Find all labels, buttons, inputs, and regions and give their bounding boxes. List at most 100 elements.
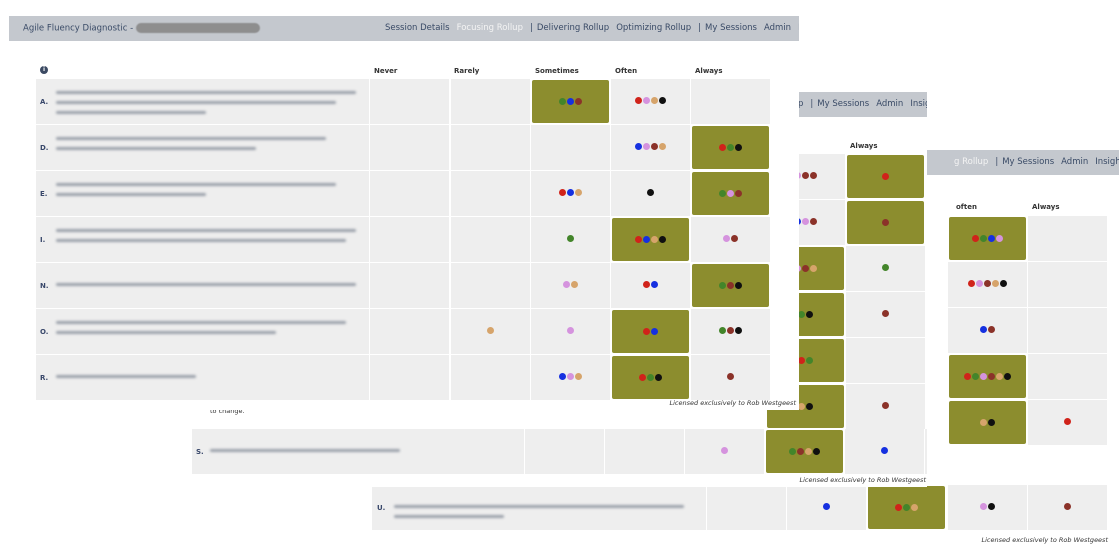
response-dot-brown — [882, 219, 889, 226]
response-dot-pink — [996, 235, 1003, 242]
response-dot-red — [972, 235, 979, 242]
response-dots — [532, 98, 609, 107]
response-dots — [691, 327, 770, 336]
response-dot-black — [988, 503, 995, 510]
nav-admin[interactable]: Admin — [763, 23, 792, 33]
response-dot-pink — [721, 447, 728, 454]
response-cell — [370, 217, 449, 262]
table-row: O. — [9, 309, 799, 355]
response-dot-pink — [727, 190, 734, 197]
response-cell — [451, 125, 530, 170]
question-cell: N. — [36, 263, 369, 308]
response-dots — [949, 373, 1026, 382]
response-dots — [949, 419, 1026, 428]
response-cell — [707, 485, 786, 530]
nav-insights[interactable]: Insights — [1095, 157, 1119, 167]
response-cell — [846, 246, 925, 291]
response-dot-red — [882, 173, 889, 180]
response-dot-brown — [727, 282, 734, 289]
license-note: Licensed exclusively to Rob Westgeest — [981, 536, 1109, 544]
question-cell: S. — [192, 429, 524, 474]
nav-admin[interactable]: Admin — [876, 99, 904, 109]
response-dot-red — [719, 144, 726, 151]
response-dot-tan — [992, 280, 999, 287]
response-dot-brown — [735, 190, 742, 197]
response-dot-green — [980, 235, 987, 242]
response-dot-pink — [980, 503, 987, 510]
response-dot-brown — [802, 265, 809, 272]
column-header-often: often — [956, 203, 977, 211]
response-cell — [605, 429, 684, 474]
response-dot-red — [964, 373, 971, 380]
response-dot-red — [635, 236, 642, 243]
response-dots — [531, 281, 610, 290]
response-dot-tan — [980, 419, 987, 426]
response-dot-green — [806, 357, 813, 364]
nav-delivering-rollup[interactable]: Delivering Rollup — [536, 23, 610, 33]
nav-my-sessions[interactable]: My Sessions — [1002, 157, 1055, 167]
response-dot-brown — [575, 98, 582, 105]
response-dot-brown — [1064, 503, 1071, 510]
response-dot-brown — [731, 235, 738, 242]
response-dots — [692, 144, 769, 153]
response-dot-tan — [798, 403, 805, 410]
nav-optimizing-rollup-partial[interactable]: g Rollup — [954, 157, 989, 167]
response-dots — [685, 447, 764, 456]
response-cell — [925, 429, 927, 474]
response-dot-brown — [802, 172, 809, 179]
response-cell — [1028, 308, 1107, 353]
response-cell — [525, 429, 604, 474]
response-dot-blue — [567, 98, 574, 105]
response-dot-black — [659, 236, 666, 243]
response-dot-pink — [567, 327, 574, 334]
row-letter: D. — [40, 144, 49, 152]
column-header-always: Always — [850, 142, 878, 150]
response-dot-green — [719, 282, 726, 289]
table-row: U. — [372, 485, 1119, 535]
nav-session-details[interactable]: Session Details — [385, 23, 450, 33]
table-row — [192, 154, 927, 200]
response-dot-green — [719, 190, 726, 197]
response-cell — [948, 308, 1027, 353]
response-dot-tan — [810, 265, 817, 272]
response-dots — [767, 403, 844, 412]
nav-optimizing-rollup-partial[interactable]: p — [798, 99, 804, 109]
response-dots — [846, 402, 925, 411]
nav-my-sessions[interactable]: My Sessions — [705, 23, 757, 33]
row-letter: E. — [40, 190, 48, 198]
nav-insights[interactable]: Insights — [910, 99, 927, 109]
info-icon[interactable]: i — [40, 66, 48, 74]
response-cell — [370, 125, 449, 170]
response-dot-blue — [567, 189, 574, 196]
column-header-always: Always — [695, 67, 723, 75]
response-dots — [612, 374, 689, 383]
response-dot-red — [895, 504, 902, 511]
response-dot-tan — [575, 189, 582, 196]
response-cell-majority — [611, 217, 690, 262]
column-header-rarely: Rarely — [454, 67, 480, 75]
response-dots — [611, 281, 690, 290]
license-note: Licensed exclusively to Rob Westgeest — [799, 476, 927, 484]
response-dots — [767, 311, 844, 320]
nav-admin[interactable]: Admin — [1061, 157, 1089, 167]
response-dots — [691, 373, 770, 382]
response-cell — [787, 485, 866, 530]
response-dot-green — [882, 264, 889, 271]
row-letter: A. — [40, 98, 49, 106]
response-dots — [451, 327, 530, 336]
response-dots — [868, 504, 945, 513]
response-dot-tan — [651, 236, 658, 243]
response-dot-red — [639, 374, 646, 381]
column-header-sometimes: Sometimes — [535, 67, 579, 75]
nav-focusing-rollup[interactable]: Focusing Rollup — [456, 23, 523, 33]
response-dot-black — [735, 327, 742, 334]
nav-optimizing-rollup[interactable]: Optimizing Rollup — [616, 23, 692, 33]
response-cell — [691, 309, 770, 354]
nav-my-sessions[interactable]: My Sessions — [817, 99, 870, 109]
response-cell — [531, 171, 610, 216]
redacted-team-name — [136, 23, 261, 33]
response-dot-red — [643, 328, 650, 335]
nav-insights[interactable]: Insights — [798, 23, 799, 33]
response-dot-pink — [980, 373, 987, 380]
column-header-often: Often — [615, 67, 638, 75]
